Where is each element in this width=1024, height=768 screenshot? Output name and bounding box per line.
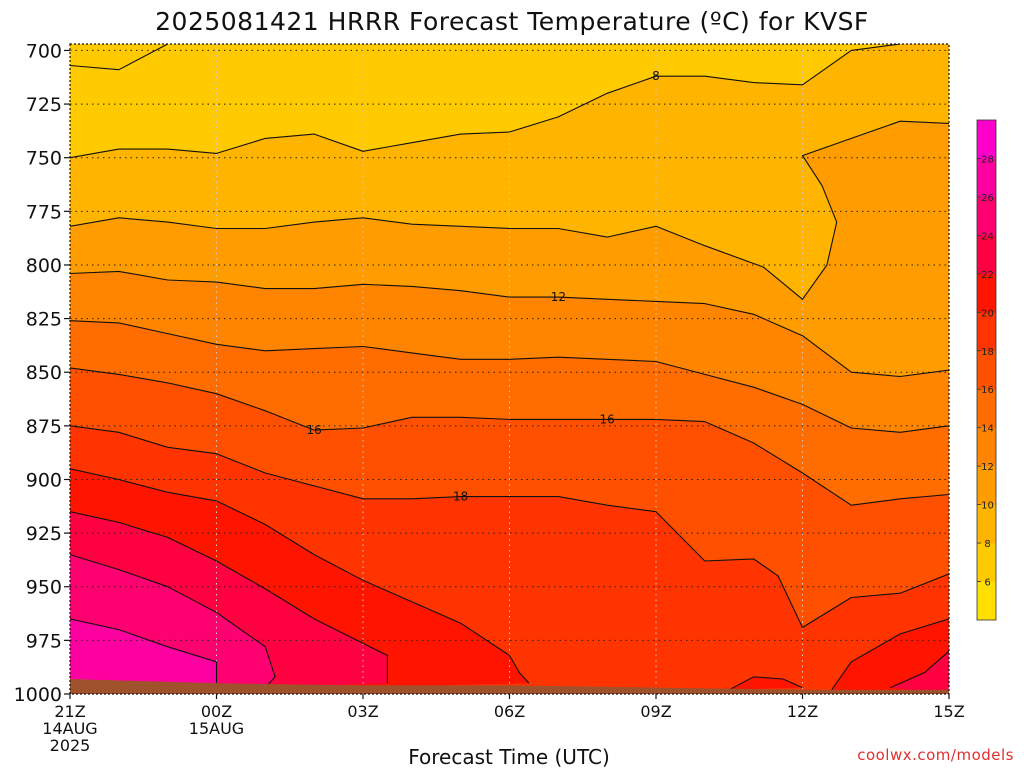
x-tick-label: 09Z [640,702,671,721]
x-tick-label: 2025 [50,736,91,755]
isotherm-20 [70,468,530,684]
isotherm-8 [70,44,901,159]
colorbar-segment [977,312,996,352]
isotherm-26 [70,618,218,684]
y-tick-label: 700 [26,40,62,62]
y-tick-label: 725 [26,94,62,116]
colorbar-segment [977,427,996,467]
colorbar-segment [977,120,996,159]
colorbar-label: 8 [984,539,990,550]
isotherm-24 [70,554,276,688]
chart-title: 2025081421 HRRR Forecast Temperature (ºC… [155,7,869,36]
contour-label-16: 16 [600,412,615,426]
colorbar-segment [977,466,996,505]
colorbar-segment [977,196,996,236]
terrain-surface [70,679,949,694]
y-tick-label: 800 [26,255,62,277]
x-tick-label: 06Z [494,702,525,721]
credit-text: coolwx.com/models [857,746,1014,764]
terrain-layer [70,679,949,694]
y-tick-label: 850 [26,362,62,384]
isotherm-16 [70,367,949,506]
x-tick-label: 12Z [787,702,818,721]
colorbar-label: 20 [981,308,994,319]
isotherm-18 [70,425,949,629]
contour-label-18: 18 [453,490,468,504]
isotherm-contours [70,44,949,691]
colorbar-segment [977,543,996,582]
colorbar-label: 28 [981,154,994,165]
colorbar-label: 6 [984,578,990,589]
y-tick-label: 825 [26,309,62,331]
colorbar-label: 12 [981,462,994,473]
colorbar-frame [976,119,997,621]
fill-band-22-24-east [890,651,949,694]
colorbar-label: 16 [981,385,994,396]
y-tick-label: 950 [26,577,62,599]
isotherm-20 [831,618,949,691]
colorbar-label: 18 [981,347,994,358]
y-tick-label: 900 [26,469,62,491]
isotherm-20 [729,676,803,691]
fill-band-26-28 [70,618,217,694]
isotherm-6 [70,44,168,71]
y-tick-label: 875 [26,416,62,438]
y-tick-label: 925 [26,523,62,545]
colorbar-segment [977,235,996,275]
colorbar-segment [977,389,996,428]
y-axis-ticks: 700 725 750 775 800 825 850 875 900 925 950 975 1000 [14,40,70,706]
colorbar-label: 10 [981,501,994,512]
y-tick-label: 975 [26,630,62,652]
isotherm-12 [70,270,949,378]
colorbar: 6 8 10 12 14 16 18 20 22 24 26 28 [976,119,997,621]
contour-label-8: 8 [652,69,660,83]
colorbar-label: 26 [981,193,994,204]
contour-label-layer: 8 12 16 16 18 [307,69,660,503]
colorbar-segment [977,581,996,621]
isotherm-22 [70,511,388,684]
colorbar-segment [977,504,996,544]
x-tick-label: 03Z [347,702,378,721]
isotherm-8 [70,120,949,300]
colorbar-segment [977,158,996,198]
colorbar-label: 14 [981,424,994,435]
colorbar-label: 24 [981,231,994,242]
colorbar-segment [977,273,996,313]
contour-label-12: 12 [551,290,566,304]
isotherm-14 [70,320,949,433]
x-tick-label: 00Z [201,702,232,721]
contour-label-16: 16 [307,423,322,437]
y-tick-label: 750 [26,148,62,170]
isotherm-22 [890,650,949,689]
y-tick-label: 775 [26,201,62,223]
fill-band-6-8-upper [70,44,901,158]
x-tick-label: 15Z [933,702,964,721]
x-tick-label: 14AUG [42,719,97,738]
x-axis-label: Forecast Time (UTC) [408,745,610,768]
colorbar-segment [977,350,996,390]
y-tick-label: 1000 [14,684,62,706]
x-tick-label: 15AUG [189,719,244,738]
x-tick-label: 21Z [54,702,85,721]
grid-lines [70,44,949,694]
colorbar-label: 22 [981,270,994,281]
